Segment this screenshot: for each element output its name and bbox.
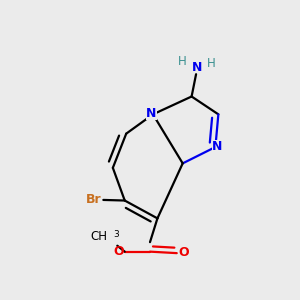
Text: N: N [192,61,203,74]
Text: 3: 3 [113,230,118,239]
Text: N: N [212,140,222,153]
Text: O: O [178,246,189,259]
Text: H: H [207,57,216,70]
Text: O: O [113,244,124,258]
Text: Br: Br [86,194,101,206]
Text: CH: CH [90,230,107,243]
Text: N: N [146,106,157,120]
Text: H: H [177,55,186,68]
